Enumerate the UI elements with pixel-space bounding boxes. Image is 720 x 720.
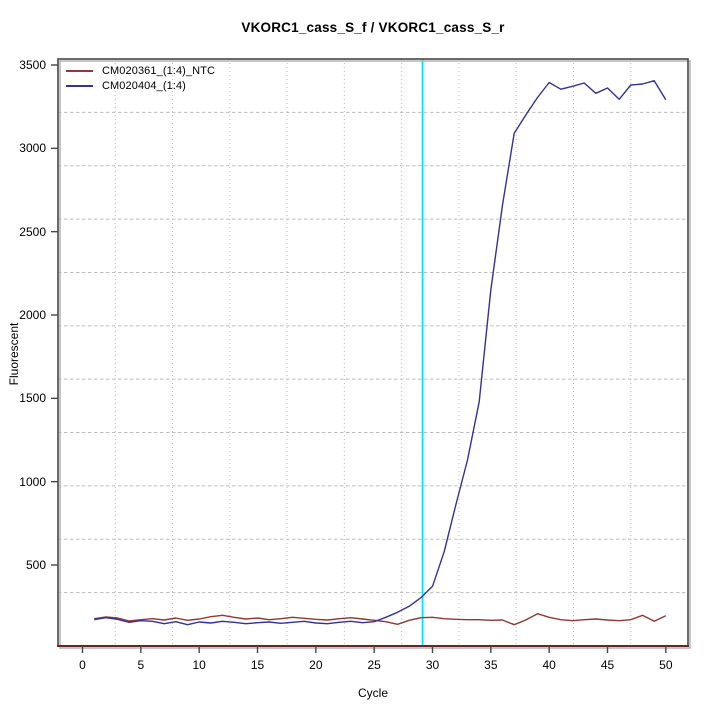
- legend-label-ntc: CM020361_(1:4)_NTC: [102, 64, 216, 77]
- x-tick-label: 50: [659, 658, 673, 672]
- x-tick-label: 45: [600, 658, 615, 672]
- legend: CM020361_(1:4)_NTC CM020404_(1:4): [66, 63, 215, 93]
- x-tick-label: 0: [79, 658, 86, 672]
- y-tick-label: 1000: [19, 474, 46, 489]
- plot-box: [57, 58, 689, 647]
- x-tick-label: 40: [542, 658, 556, 672]
- legend-item-ntc: CM020361_(1:4)_NTC: [66, 63, 215, 78]
- legend-line-swatch-sample: [66, 84, 93, 87]
- x-axis-title: Cycle: [357, 686, 388, 700]
- x-tick-label: 25: [367, 658, 381, 672]
- legend-label-sample: CM020404_(1:4): [102, 79, 186, 92]
- y-tick-label: 2000: [19, 308, 46, 322]
- x-tick-label: 15: [250, 658, 265, 672]
- y-tick-label: 500: [25, 558, 46, 572]
- y-tick-label: 3500: [19, 58, 46, 72]
- legend-item-sample: CM020404_(1:4): [66, 78, 215, 93]
- y-tick-label: 1500: [19, 391, 46, 406]
- x-tick-label: 20: [309, 658, 323, 672]
- x-tick-label: 30: [425, 658, 440, 672]
- x-tick-label: 5: [137, 658, 145, 672]
- series-line-sample: [94, 79, 667, 626]
- x-tick-label: 10: [192, 658, 206, 672]
- plot-box-shadow: [59, 60, 691, 649]
- chart-title: VKORC1_cass_S_f / VKORC1_cass_S_r: [241, 20, 505, 35]
- y-tick-label: 3000: [19, 141, 46, 156]
- legend-line-swatch-ntc: [66, 69, 93, 72]
- series-line-ntc: [94, 613, 667, 626]
- y-tick-label: 2500: [19, 224, 46, 239]
- x-tick-label: 35: [484, 658, 498, 672]
